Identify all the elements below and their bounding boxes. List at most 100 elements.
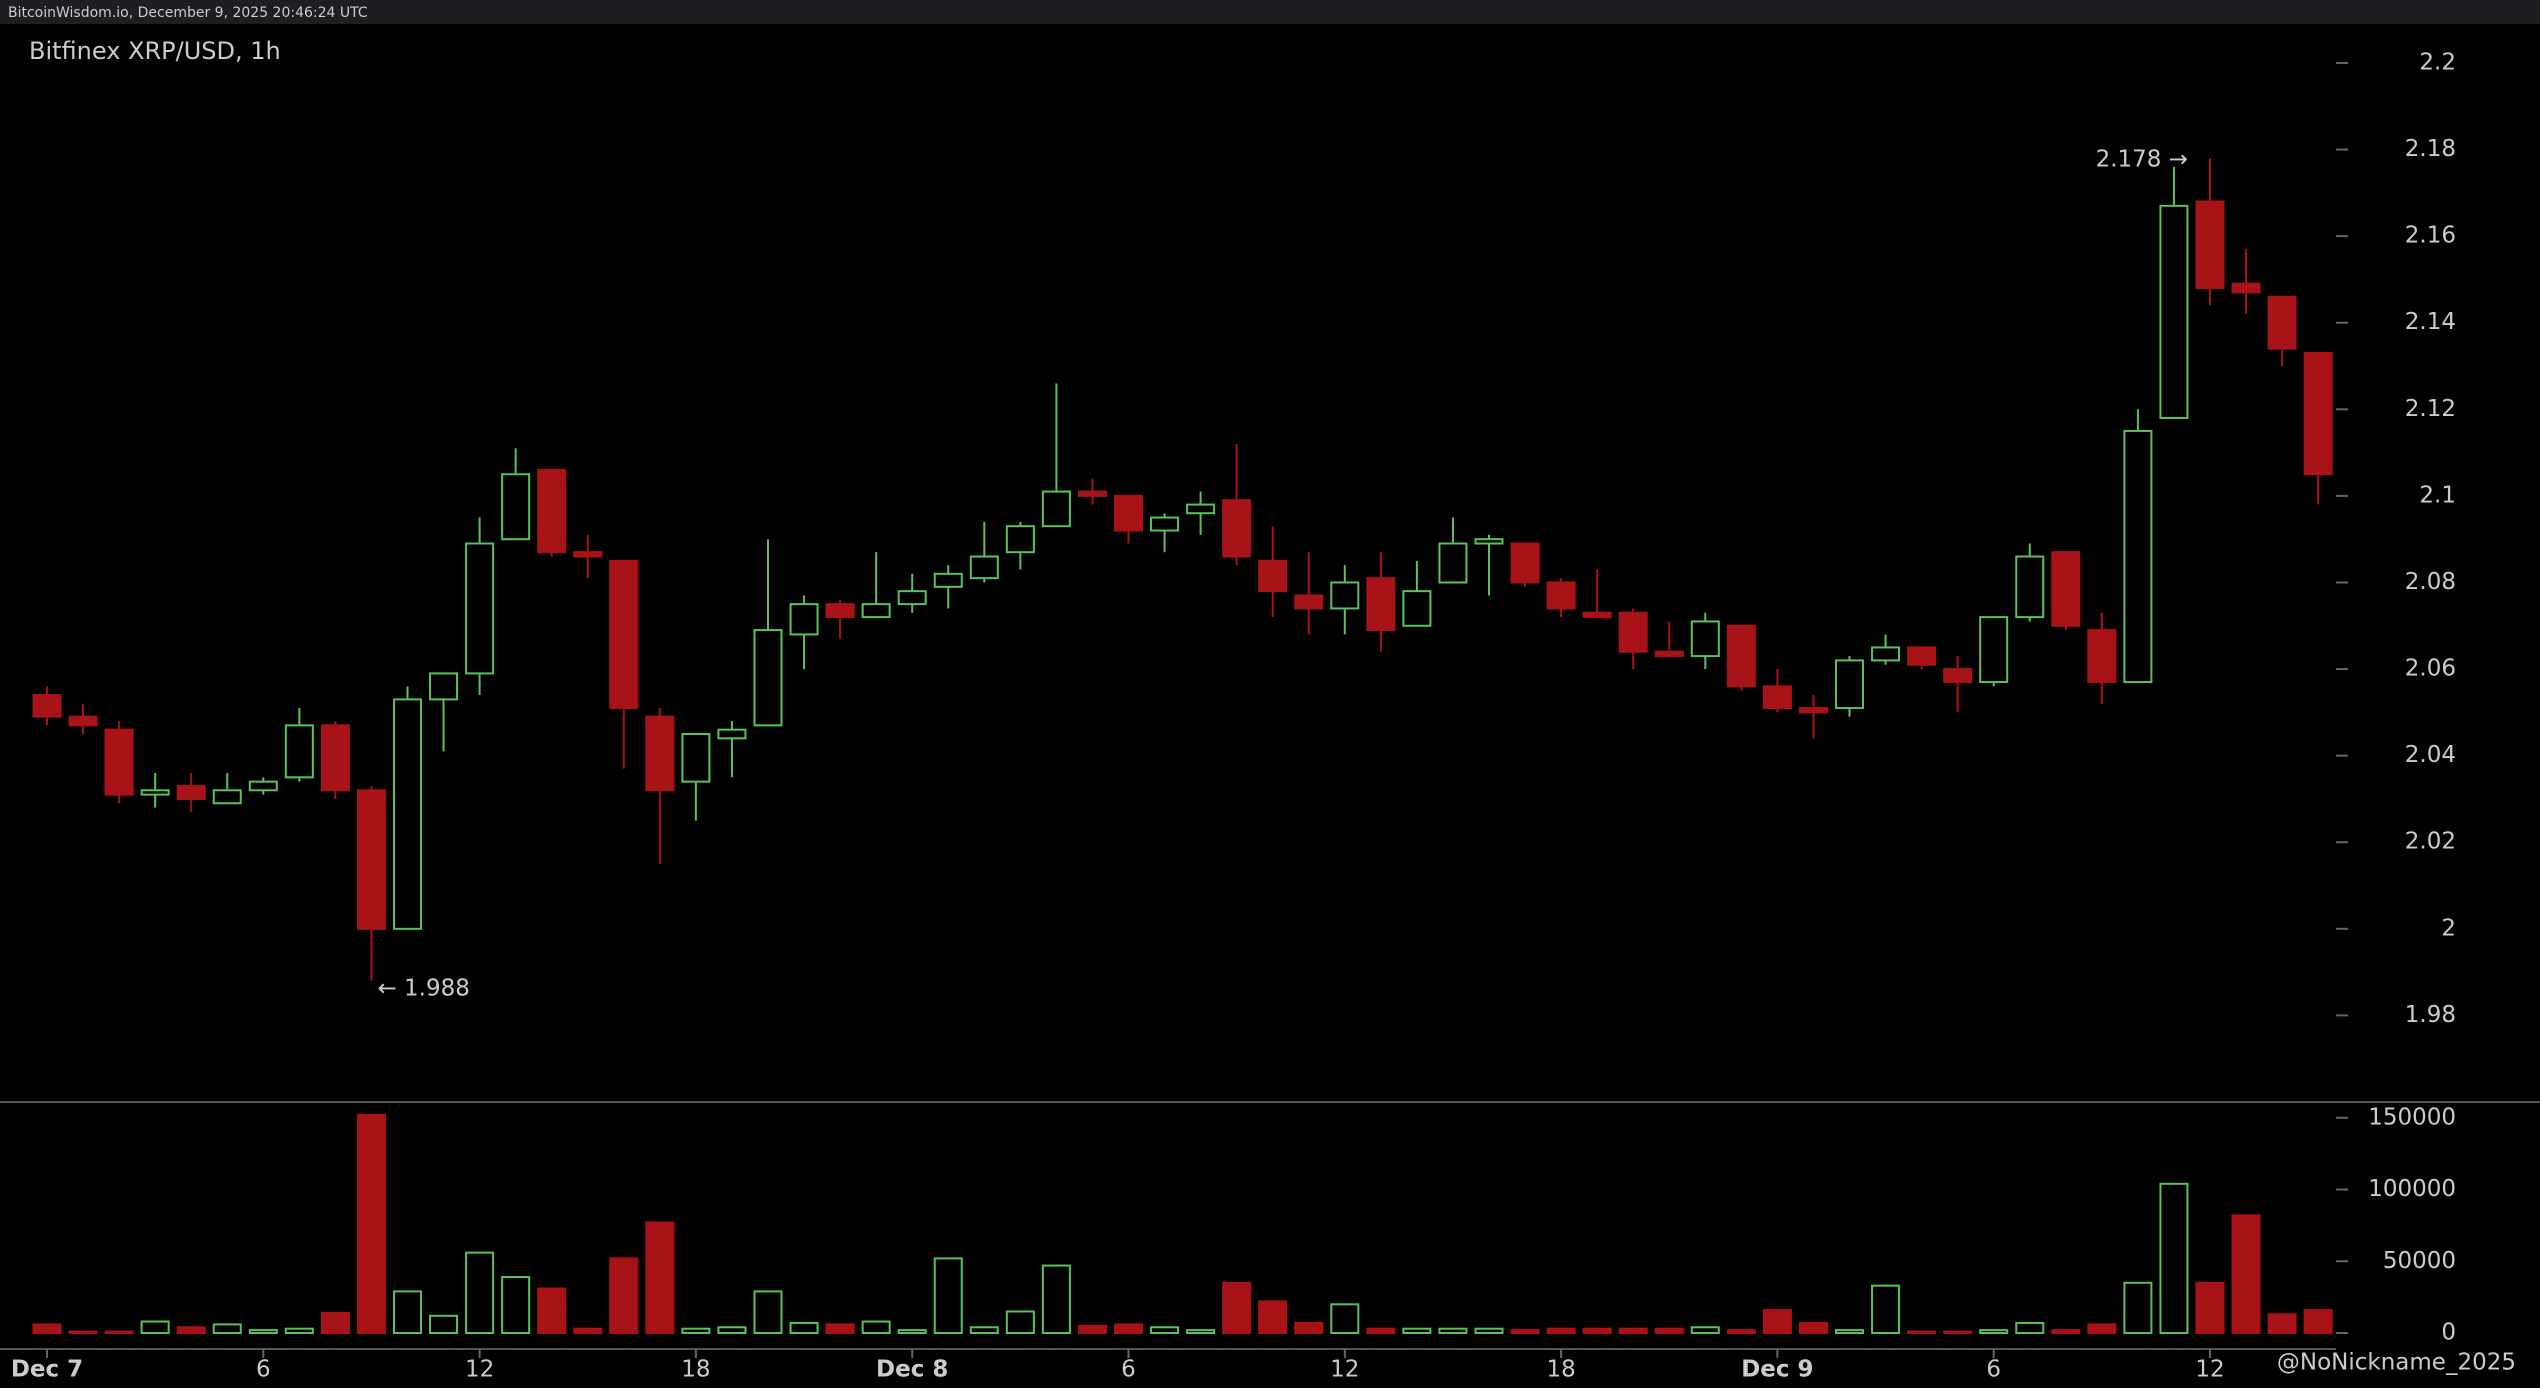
volume-tick-label: 100000	[2368, 1176, 2456, 1202]
candle-body	[2195, 200, 2225, 290]
x-tick-label: Dec 9	[1741, 1357, 1813, 1383]
candle-body	[1005, 525, 1035, 554]
candle-body	[1294, 594, 1324, 610]
volume-bar	[356, 1113, 386, 1335]
volume-bar	[1762, 1309, 1792, 1334]
volume-bar	[212, 1323, 242, 1335]
candle-body	[176, 784, 206, 800]
volume-bar	[1402, 1327, 1432, 1335]
volume-bar	[861, 1320, 891, 1334]
candle-body	[1186, 503, 1216, 515]
volume-bar	[609, 1257, 639, 1335]
x-tick-label: 6	[1986, 1357, 2001, 1383]
y-tick-label: 2.18	[2405, 136, 2456, 162]
candle-body	[969, 555, 999, 580]
volume-bar	[2195, 1281, 2225, 1334]
candle-body	[140, 789, 170, 796]
candle-body	[753, 629, 783, 727]
volume-bar	[645, 1221, 675, 1334]
candle-body	[68, 715, 98, 727]
volume-bar	[1907, 1330, 1937, 1334]
candle-body	[501, 473, 531, 541]
volume-bar	[1582, 1327, 1612, 1335]
watermark: @NoNickname_2025	[2277, 1350, 2516, 1376]
volume-bar	[1546, 1327, 1576, 1335]
volume-bar	[2015, 1321, 2045, 1335]
volume-bar	[1510, 1329, 1540, 1335]
annotation: ← 1.988	[377, 975, 469, 1001]
candle-body	[1041, 490, 1071, 528]
volume-bar	[2231, 1214, 2261, 1334]
volume-bar	[825, 1323, 855, 1335]
candle-body	[1150, 516, 1180, 532]
volume-bar	[1077, 1324, 1107, 1334]
volume-bar	[1943, 1330, 1973, 1334]
candle-body	[1618, 611, 1648, 653]
candle-body	[1330, 581, 1360, 610]
candle-body	[537, 468, 567, 554]
volume-bar	[537, 1287, 567, 1334]
volume-bar	[248, 1329, 278, 1335]
volume-bar	[1690, 1326, 1720, 1334]
volume-bar	[2159, 1182, 2189, 1334]
volume-bar	[320, 1311, 350, 1335]
candle-body	[1690, 620, 1720, 658]
y-tick-label: 2.06	[2405, 656, 2456, 682]
volume-bar	[933, 1257, 963, 1335]
candle-body	[933, 572, 963, 588]
candle-body	[609, 559, 639, 710]
volume-bar	[465, 1251, 495, 1335]
candle-body	[1474, 538, 1504, 545]
volume-bar	[753, 1290, 783, 1335]
volume-bar	[2267, 1313, 2297, 1334]
candle-body	[2051, 551, 2081, 627]
candle-body	[284, 724, 314, 779]
volume-tick-label: 0	[2441, 1320, 2456, 1346]
volume-bar	[897, 1329, 927, 1335]
volume-bar	[1438, 1327, 1468, 1335]
x-tick-label: 12	[1330, 1357, 1359, 1383]
candle-body	[1438, 542, 1468, 584]
y-tick-label: 2.08	[2405, 569, 2456, 595]
volume-bar	[717, 1326, 747, 1334]
volume-tick-label: 150000	[2368, 1104, 2456, 1130]
candle-body	[248, 780, 278, 792]
volume-bar	[1294, 1321, 1324, 1335]
chart-title: Bitfinex XRP/USD, 1h	[29, 37, 281, 65]
candle-body	[1907, 646, 1937, 666]
volume-bar	[1041, 1264, 1071, 1334]
candle-body	[681, 733, 711, 783]
y-tick-label: 2.12	[2405, 396, 2456, 422]
candle-body	[1943, 668, 1973, 684]
volume-bar	[1258, 1300, 1288, 1335]
volume-bar	[140, 1320, 170, 1334]
volume-bar	[1186, 1329, 1216, 1335]
x-tick-label: 12	[465, 1357, 494, 1383]
candle-body	[104, 728, 134, 796]
y-tick-label: 2.04	[2405, 742, 2456, 768]
y-tick-label: 2.14	[2405, 309, 2456, 335]
x-tick-label: 6	[256, 1357, 271, 1383]
volume-bar	[969, 1326, 999, 1334]
candle-body	[2303, 352, 2333, 476]
y-tick-label: 2.02	[2405, 829, 2456, 855]
candle-body	[1546, 581, 1576, 610]
candle-body	[465, 542, 495, 675]
x-tick-label: 18	[1546, 1357, 1575, 1383]
volume-bar	[2087, 1323, 2117, 1335]
candle-body	[1726, 624, 1756, 688]
candle-body	[1114, 494, 1143, 532]
volume-bar	[104, 1330, 134, 1334]
candle-body	[1798, 707, 1828, 714]
candle-body	[2267, 295, 2297, 350]
candle-body	[2231, 282, 2261, 294]
volume-bar	[1005, 1310, 1035, 1335]
candle-body	[356, 789, 386, 930]
candle-body	[2123, 429, 2153, 684]
candle-body	[320, 724, 350, 792]
candle-body	[212, 789, 242, 805]
volume-bar	[1366, 1327, 1396, 1335]
volume-bar	[1618, 1327, 1648, 1335]
candle-body	[825, 603, 855, 619]
candle-body	[1258, 559, 1288, 593]
